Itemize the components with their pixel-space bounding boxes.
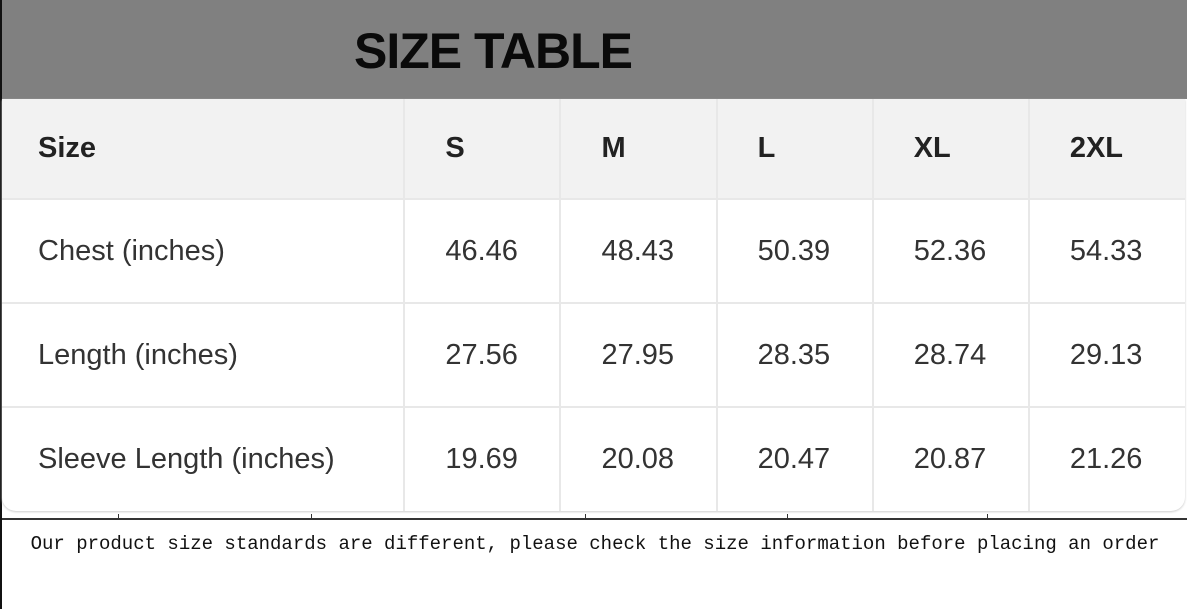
- row-label: Chest (inches): [2, 198, 406, 304]
- row-label: Sleeve Length (inches): [2, 406, 406, 511]
- divider-tick: [987, 514, 988, 519]
- header-cell: L: [715, 99, 874, 200]
- divider-tick: [787, 514, 788, 519]
- left-border: [0, 0, 2, 609]
- header-cell: Size: [2, 99, 406, 200]
- table-cell: 48.43: [559, 198, 718, 304]
- header-cell: 2XL: [1027, 99, 1185, 200]
- size-note: Our product size standards are different…: [30, 533, 1160, 555]
- table-cell: 20.47: [715, 406, 874, 511]
- divider-tick: [585, 514, 586, 519]
- table-cell: 28.74: [871, 302, 1030, 408]
- table-cell: 52.36: [871, 198, 1030, 304]
- table-cell: 27.95: [559, 302, 718, 408]
- table-cell: 19.69: [403, 406, 562, 511]
- table-cell: 28.35: [715, 302, 874, 408]
- table-cell: 20.87: [871, 406, 1030, 511]
- table-cell: 54.33: [1027, 198, 1185, 304]
- table-cell: 21.26: [1027, 406, 1185, 511]
- header-cell: XL: [871, 99, 1030, 200]
- divider-tick: [118, 514, 119, 519]
- table-header-row: Size S M L XL 2XL: [2, 99, 1185, 200]
- header-cell: S: [403, 99, 562, 200]
- table-cell: 20.08: [559, 406, 718, 511]
- title-banner: SIZE TABLE: [0, 0, 1187, 99]
- table-cell: 29.13: [1027, 302, 1185, 408]
- table-cell: 50.39: [715, 198, 874, 304]
- size-table: Size S M L XL 2XL Chest (inches) 46.46 4…: [2, 99, 1185, 511]
- table-row: Chest (inches) 46.46 48.43 50.39 52.36 5…: [2, 198, 1185, 304]
- page-title: SIZE TABLE: [354, 23, 633, 79]
- divider: [2, 518, 1187, 520]
- table-row: Sleeve Length (inches) 19.69 20.08 20.47…: [2, 406, 1185, 511]
- table-cell: 27.56: [403, 302, 562, 408]
- table-cell: 46.46: [403, 198, 562, 304]
- row-label: Length (inches): [2, 302, 406, 408]
- divider-tick: [311, 514, 312, 519]
- header-cell: M: [559, 99, 718, 200]
- table-row: Length (inches) 27.56 27.95 28.35 28.74 …: [2, 302, 1185, 408]
